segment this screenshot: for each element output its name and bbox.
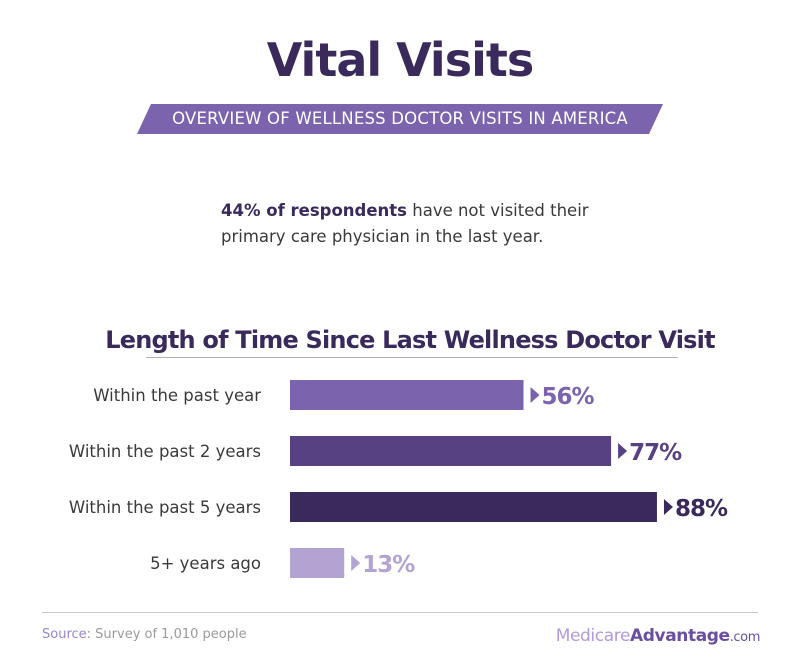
bar: [290, 380, 524, 410]
bar: [290, 492, 657, 522]
source-label: Source:: [42, 627, 92, 642]
footer-divider: [42, 612, 758, 613]
value-label: 13%: [362, 552, 415, 578]
logo-text-advantage: Advantage: [630, 626, 730, 646]
value-label: 56%: [542, 384, 595, 410]
value-label: 88%: [675, 496, 728, 522]
key-stat-text: have not visited their primary care phys…: [221, 201, 589, 246]
chart-title: Length of Time Since Last Wellness Docto…: [105, 326, 715, 354]
value-pointer-icon: [663, 499, 673, 515]
subtitle-banner: OVERVIEW OF WELLNESS DOCTOR VISITS IN AM…: [137, 104, 663, 134]
page-title: Vital Visits: [266, 33, 534, 87]
value-pointer-icon: [351, 555, 361, 571]
source-note: Source: Survey of 1,010 people: [42, 626, 247, 644]
category-label: Within the past 5 years: [69, 498, 261, 517]
bar: [290, 548, 345, 578]
source-text: Survey of 1,010 people: [91, 627, 247, 642]
key-stat-highlight: 44% of respondents: [221, 201, 407, 220]
chart-title-underline: [146, 357, 678, 358]
category-label: 5+ years ago: [150, 554, 261, 573]
bar-chart: Within the past year 56% Within the past 2…: [69, 380, 729, 578]
key-stat: 44% of respondents have not visited thei…: [221, 198, 641, 250]
value-pointer-icon: [618, 443, 628, 459]
bar: [290, 436, 612, 466]
medicare-advantage-logo: MedicareAdvantage.com: [555, 624, 761, 650]
logo-text-medicare: Medicare: [555, 626, 631, 646]
value-label: 77%: [629, 440, 682, 466]
logo-text-domain: .com: [729, 630, 761, 645]
value-pointer-icon: [530, 387, 540, 403]
category-label: Within the past 2 years: [69, 442, 261, 461]
category-label: Within the past year: [93, 386, 261, 405]
